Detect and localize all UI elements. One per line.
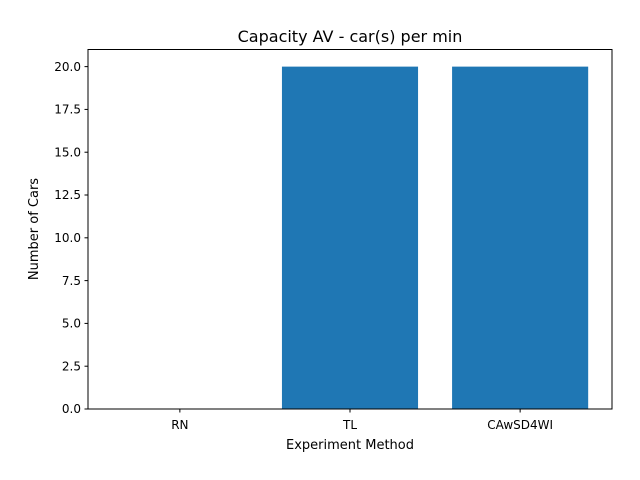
bar-tl: [281, 66, 419, 409]
y-axis-label: Number of Cars: [27, 178, 42, 280]
y-axis-ticks: 0.0 2.5 5.0 7.5 10.0 12.5 15.0 17.5 20.0: [54, 60, 88, 416]
y-tick-label: 0.0: [62, 402, 81, 416]
y-tick-label: 7.5: [62, 274, 81, 288]
x-tick-label: CAwSD4WI: [487, 418, 553, 432]
y-tick-label: 2.5: [62, 359, 81, 373]
bars-group: [281, 66, 589, 409]
y-tick-label: 20.0: [54, 60, 81, 74]
x-tick-label: TL: [342, 418, 357, 432]
plot-frame: [87, 49, 613, 410]
y-tick-label: 15.0: [54, 145, 81, 159]
x-axis-ticks: RN TL CAwSD4WI: [171, 409, 553, 432]
chart-title: Capacity AV - car(s) per min: [238, 27, 463, 46]
y-tick-label: 10.0: [54, 231, 81, 245]
x-axis-label: Experiment Method: [286, 438, 414, 453]
y-tick-label: 12.5: [54, 188, 81, 202]
y-tick-label: 5.0: [62, 317, 81, 331]
x-tick-label: RN: [171, 418, 188, 432]
y-tick-label: 17.5: [54, 103, 81, 117]
bar-cawsd4wi: [452, 66, 589, 409]
